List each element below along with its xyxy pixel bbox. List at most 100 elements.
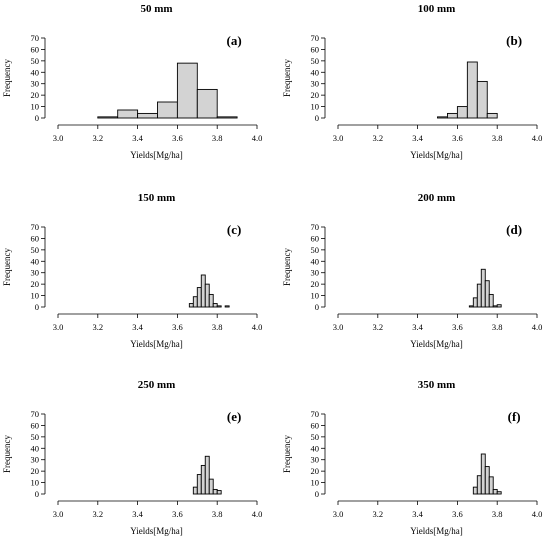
histogram-bar xyxy=(472,486,478,495)
y-tick-label: 50 xyxy=(311,432,320,442)
x-axis-label: Yields[Mg/ha] xyxy=(130,150,183,160)
histogram-bar xyxy=(480,453,486,495)
bars xyxy=(97,62,238,119)
x-tick-label: 3.6 xyxy=(452,133,463,143)
x-tick-label: 4.0 xyxy=(532,509,543,519)
histogram-bar xyxy=(492,305,498,308)
x-tick-label: 3.4 xyxy=(412,509,423,519)
histogram-bar xyxy=(496,304,502,308)
x-tick-label: 3.0 xyxy=(53,133,64,143)
histogram-bar xyxy=(196,474,202,495)
x-axis: 3.0 3.2 3.4 3.6 3.8 4.0 Yields[Mg/ha] xyxy=(333,313,542,349)
histogram-bar xyxy=(468,305,474,308)
y-tick-label: 30 xyxy=(31,268,40,278)
y-tick-label: 20 xyxy=(311,466,320,476)
y-tick-label: 70 xyxy=(31,409,40,419)
x-tick-label: 3.0 xyxy=(333,322,344,332)
panel-letter: (b) xyxy=(506,33,522,48)
histogram-bar xyxy=(476,475,482,495)
y-tick-label: 50 xyxy=(31,56,40,66)
y-tick-label: 0 xyxy=(315,302,319,312)
y-tick-label: 60 xyxy=(31,44,40,54)
x-tick-label: 3.6 xyxy=(452,509,463,519)
histogram-bar xyxy=(472,297,478,308)
panel-letter: (a) xyxy=(227,33,242,48)
x-tick-label: 3.4 xyxy=(132,133,143,143)
y-tick-label: 20 xyxy=(31,279,40,289)
histogram-bar xyxy=(204,455,210,495)
y-tick-label: 70 xyxy=(31,222,40,232)
histogram-bar xyxy=(466,61,478,119)
histogram-bar xyxy=(488,476,494,495)
x-axis: 3.0 3.2 3.4 3.6 3.8 4.0 Yields[Mg/ha] xyxy=(53,124,262,160)
y-tick-label: 10 xyxy=(311,291,320,301)
x-axis-label: Yields[Mg/ha] xyxy=(410,339,463,349)
y-tick-label: 70 xyxy=(311,33,320,43)
x-tick-label: 3.6 xyxy=(452,322,463,332)
y-tick-label: 20 xyxy=(31,466,40,476)
histogram-bar xyxy=(216,116,238,119)
x-tick-label: 3.2 xyxy=(372,509,383,519)
histogram-bar xyxy=(188,303,194,308)
x-tick-label: 4.0 xyxy=(252,509,263,519)
histogram-bar xyxy=(216,305,222,308)
y-tick-label: 60 xyxy=(31,233,40,243)
histogram-bar xyxy=(192,296,198,308)
y-tick-label: 10 xyxy=(31,291,40,301)
y-tick-label: 30 xyxy=(31,79,40,89)
histogram-bar xyxy=(204,283,210,308)
panel-title: 200 mm xyxy=(418,192,456,204)
x-tick-label: 3.2 xyxy=(92,322,103,332)
x-axis-label: Yields[Mg/ha] xyxy=(410,526,463,536)
panel-title: 100 mm xyxy=(418,3,456,15)
x-tick-label: 3.0 xyxy=(333,133,344,143)
y-tick-label: 10 xyxy=(31,478,40,488)
y-tick-label: 60 xyxy=(311,44,320,54)
histogram-bar xyxy=(196,287,202,308)
y-tick-label: 60 xyxy=(31,420,40,430)
histogram-bar xyxy=(137,112,158,119)
y-tick-label: 60 xyxy=(311,233,320,243)
histogram-bar xyxy=(216,490,222,495)
y-tick-label: 0 xyxy=(315,113,319,123)
histogram-bar xyxy=(200,274,206,308)
histogram-bar xyxy=(157,101,178,119)
x-tick-label: 3.4 xyxy=(412,133,423,143)
histogram-bar xyxy=(117,109,139,119)
y-tick-label: 30 xyxy=(311,268,320,278)
y-tick-label: 30 xyxy=(31,455,40,465)
histogram-bar xyxy=(447,112,458,119)
y-tick-label: 20 xyxy=(311,90,320,100)
y-tick-label: 0 xyxy=(315,489,319,499)
histogram-bar xyxy=(486,112,498,119)
x-tick-label: 3.0 xyxy=(53,322,64,332)
x-tick-label: 3.8 xyxy=(212,322,223,332)
y-tick-label: 50 xyxy=(31,432,40,442)
panel-letter: (f) xyxy=(508,409,521,424)
x-tick-label: 3.6 xyxy=(172,509,183,519)
x-tick-label: 4.0 xyxy=(252,322,263,332)
histogram-bar xyxy=(484,280,490,308)
x-tick-label: 3.4 xyxy=(132,322,143,332)
histogram-bar xyxy=(476,80,488,119)
y-tick-label: 60 xyxy=(311,420,320,430)
histogram-bar xyxy=(480,268,486,308)
x-axis-label: Yields[Mg/ha] xyxy=(130,339,183,349)
histogram-bar xyxy=(176,62,198,119)
y-tick-label: 10 xyxy=(311,478,320,488)
panel-title: 350 mm xyxy=(418,379,456,391)
x-tick-label: 3.2 xyxy=(372,133,383,143)
x-axis-label: Yields[Mg/ha] xyxy=(130,526,183,536)
y-tick-label: 40 xyxy=(31,256,40,266)
